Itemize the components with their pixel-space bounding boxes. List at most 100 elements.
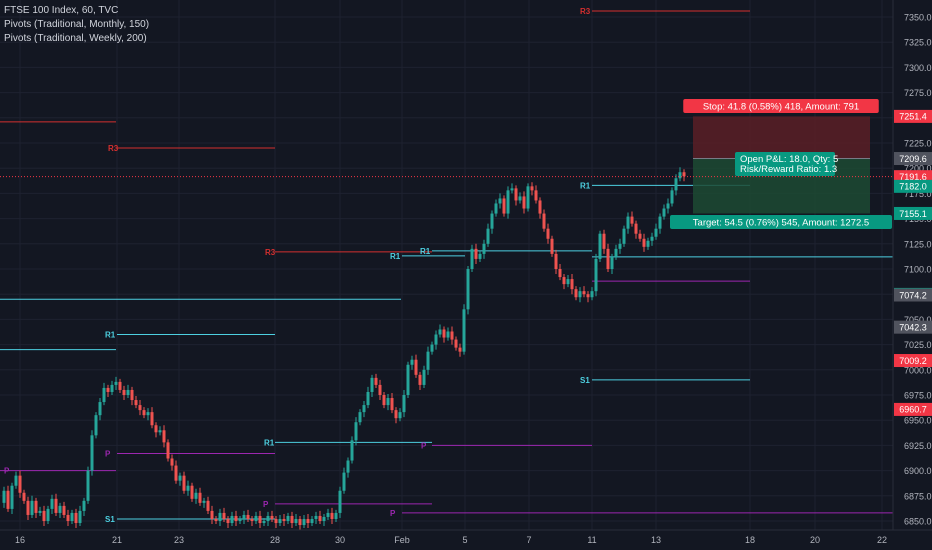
x-tick-label: 22 — [877, 535, 887, 545]
candle-body — [422, 369, 426, 385]
candle-body — [278, 518, 282, 524]
y-tick-label: 6925.0 — [904, 441, 932, 451]
candle-body — [586, 294, 590, 298]
x-tick-label: 13 — [651, 535, 661, 545]
candle-body — [430, 344, 434, 352]
y-tick-label: 6950.0 — [904, 416, 932, 426]
candle-body — [178, 475, 182, 481]
candle-body — [362, 405, 366, 413]
candle-body — [518, 196, 522, 201]
candle-body — [634, 223, 638, 234]
pivot-level-label: P — [421, 441, 427, 450]
candle-body — [86, 470, 90, 501]
candle-body — [558, 269, 562, 278]
candle-body — [106, 387, 110, 392]
stop-label-bg — [683, 99, 879, 113]
candle-body — [246, 514, 250, 519]
candle-body — [118, 381, 122, 390]
price-badge-label: 7251.4 — [899, 112, 927, 122]
pivot-level-label: S1 — [580, 376, 590, 385]
candle-body — [530, 186, 534, 191]
candle-body — [566, 279, 570, 285]
candle-body — [186, 485, 190, 491]
candle-body — [258, 515, 262, 524]
candle-body — [522, 196, 526, 209]
x-tick-label: 18 — [745, 535, 755, 545]
candle-body — [426, 351, 430, 370]
pivot-level-label: P — [390, 509, 396, 518]
candle-body — [42, 510, 46, 521]
candle-body — [50, 498, 54, 509]
candle-body — [478, 253, 482, 259]
candle-body — [486, 228, 490, 244]
candle-body — [450, 331, 454, 340]
candle-body — [642, 238, 646, 247]
candle-body — [34, 500, 38, 513]
pnl-label: Open P&L: 18.0, Qty: 5 — [740, 154, 838, 165]
candle-body — [110, 384, 114, 392]
candle-body — [54, 498, 58, 513]
candle-body — [298, 518, 302, 526]
x-tick-label: 20 — [810, 535, 820, 545]
candle-body — [390, 398, 394, 411]
candle-body — [462, 309, 466, 352]
candle-body — [582, 291, 586, 295]
y-tick-label: 6875.0 — [904, 491, 932, 501]
candle-body — [394, 410, 398, 419]
candle-body — [318, 515, 322, 521]
candle-body — [454, 339, 458, 348]
price-badge-label: 7042.3 — [899, 322, 927, 332]
candle-body — [222, 512, 226, 519]
candle-body — [406, 364, 410, 395]
candle-body — [638, 233, 642, 239]
candle-body — [410, 359, 414, 365]
x-tick-label: 30 — [335, 535, 345, 545]
candle-body — [122, 389, 126, 395]
legend-monthly-pivots[interactable]: Pivots (Traditional, Monthly, 150) — [4, 19, 150, 30]
x-tick-label: Feb — [394, 535, 410, 545]
candle-body — [78, 510, 82, 524]
pivot-level-label: P — [105, 449, 111, 458]
pivot-level-label: R1 — [390, 252, 401, 261]
candle-body — [370, 377, 374, 392]
price-badge — [894, 179, 932, 193]
candle-body — [146, 412, 150, 416]
candle-body — [18, 475, 22, 493]
candle-body — [6, 490, 10, 509]
candle-body — [170, 458, 174, 466]
pivot-level-label: R3 — [108, 144, 119, 153]
candle-body — [598, 233, 602, 259]
candle-body — [30, 500, 34, 515]
short-position-tool[interactable]: Stop: 41.8 (0.58%) 418, Amount: 791 Targe… — [670, 99, 892, 229]
price-axis[interactable]: 6850.0 6875.0 6900.0 6925.0 6950.0 6975.0 7000… — [892, 0, 932, 550]
legend-weekly-pivots[interactable]: Pivots (Traditional, Weekly, 200) — [4, 33, 147, 44]
candle-body — [402, 395, 406, 413]
candle-body — [58, 505, 62, 513]
candle-body — [214, 518, 218, 521]
candle-body — [150, 412, 154, 426]
pivot-lines: R3 R3 R3 R1 R1 R1 R1 S1 R1 S1 P P P P P — [0, 7, 900, 524]
candle-body — [470, 248, 474, 269]
rr-label: Risk/Reward Ratio: 1.3 — [740, 164, 837, 175]
y-tick-label: 7350.0 — [904, 13, 932, 23]
candle-body — [626, 216, 630, 229]
candle-body — [282, 518, 286, 521]
candle-body — [46, 508, 50, 521]
x-tick-label: 5 — [462, 535, 467, 545]
candle-body — [154, 425, 158, 433]
candle-body — [542, 213, 546, 229]
price-badge — [894, 320, 932, 334]
candle-body — [250, 518, 254, 521]
candle-body — [622, 228, 626, 244]
pnl-box — [735, 152, 835, 176]
candle-body — [94, 415, 98, 436]
candle-body — [218, 512, 222, 521]
legend-symbol[interactable]: FTSE 100 Index, 60, TVC — [4, 5, 119, 16]
candle-body — [654, 228, 658, 237]
candle-body — [526, 186, 530, 209]
pivot-level-label: S1 — [105, 515, 115, 524]
price-badge — [894, 109, 932, 123]
candle-body — [494, 203, 498, 214]
time-axis[interactable]: 16 21 23 28 30 Feb 5 7 11 13 18 20 22 — [0, 529, 932, 550]
